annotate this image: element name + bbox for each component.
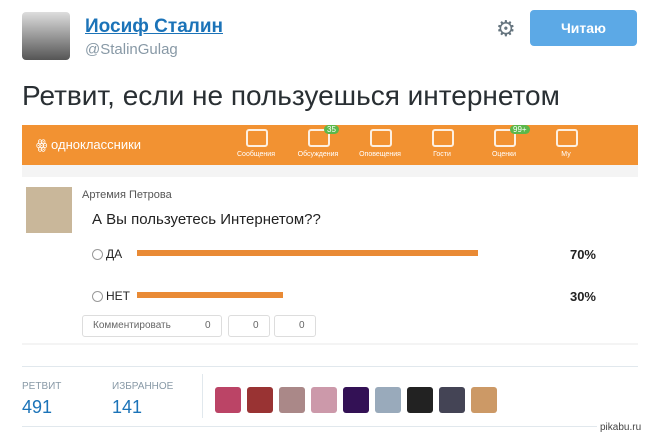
- retweeter-avatar[interactable]: [471, 387, 497, 413]
- action-count: 0: [253, 320, 259, 331]
- stat-label: РЕТВИТ: [22, 381, 62, 392]
- post-question: А Вы пользуетесь Интернетом??: [92, 211, 321, 228]
- retweeter-avatar[interactable]: [215, 387, 241, 413]
- author-name[interactable]: Иосиф Сталин: [85, 16, 223, 37]
- poll-radio[interactable]: [92, 291, 103, 302]
- action-button[interactable]: Комментировать 0: [82, 315, 222, 337]
- nav-icon: [308, 129, 330, 147]
- retweeter-avatar[interactable]: [343, 387, 369, 413]
- retweeter-avatar[interactable]: [375, 387, 401, 413]
- nav-icon: [246, 129, 268, 147]
- nav-badge: 35: [324, 125, 339, 134]
- stat-value[interactable]: 491: [22, 397, 53, 417]
- poll-option: ДА: [106, 247, 123, 261]
- ok-header: ꙮ одноклассники Сообщения Обсуждения 35 Опо…: [22, 125, 638, 165]
- retweeter-avatar[interactable]: [311, 387, 337, 413]
- action-count: 0: [205, 320, 211, 331]
- settings-icon[interactable]: ⚙: [496, 16, 516, 41]
- follow-button[interactable]: Читаю: [530, 10, 637, 46]
- retweeter-avatar[interactable]: [439, 387, 465, 413]
- stat-value[interactable]: 141: [112, 397, 143, 417]
- author-avatar[interactable]: [22, 12, 70, 60]
- action-button[interactable]: 0: [274, 315, 316, 337]
- nav-icon: [432, 129, 454, 147]
- action-label: Комментировать: [93, 320, 171, 331]
- site-name: одноклассники: [51, 137, 142, 152]
- nav-badge: 99+: [510, 125, 530, 134]
- post-author: Артемия Петрова: [82, 189, 172, 201]
- nav-label[interactable]: Сообщения: [237, 151, 275, 158]
- divider: [22, 366, 638, 367]
- poll-percent: 70%: [569, 247, 596, 262]
- nav-icon: [370, 129, 392, 147]
- retweeter-avatar[interactable]: [279, 387, 305, 413]
- retweeter-avatar[interactable]: [407, 387, 433, 413]
- nav-icon: [556, 129, 578, 147]
- nav-label[interactable]: Гости: [433, 151, 451, 158]
- ok-logo: ꙮ одноклассники: [36, 137, 142, 152]
- poll-radio[interactable]: [92, 249, 103, 260]
- retweeter-avatar[interactable]: [247, 387, 273, 413]
- poll-bar: [137, 292, 284, 298]
- embedded-image: ꙮ одноклассники Сообщения Обсуждения 35 Опо…: [22, 125, 638, 345]
- nav-label[interactable]: Обсуждения: [297, 151, 339, 158]
- poll-bar: [137, 250, 478, 256]
- poll-percent: 30%: [569, 289, 596, 304]
- divider: [22, 426, 638, 427]
- divider: [202, 374, 203, 418]
- action-button[interactable]: 0: [228, 315, 270, 337]
- author-handle[interactable]: @StalinGulag: [85, 41, 178, 58]
- action-count: 0: [299, 320, 305, 331]
- post-avatar: [26, 187, 72, 233]
- nav-label[interactable]: Му: [561, 151, 571, 158]
- poll-option: НЕТ: [106, 289, 130, 303]
- nav-label[interactable]: Оповещения: [359, 151, 401, 158]
- nav-icon: [494, 129, 516, 147]
- watermark: pikabu.ru: [597, 421, 645, 434]
- stat-label: ИЗБРАННОЕ: [112, 381, 174, 392]
- nav-label[interactable]: Оценки: [491, 151, 517, 158]
- tweet-text: Ретвит, если не пользуешься интернетом: [22, 80, 560, 111]
